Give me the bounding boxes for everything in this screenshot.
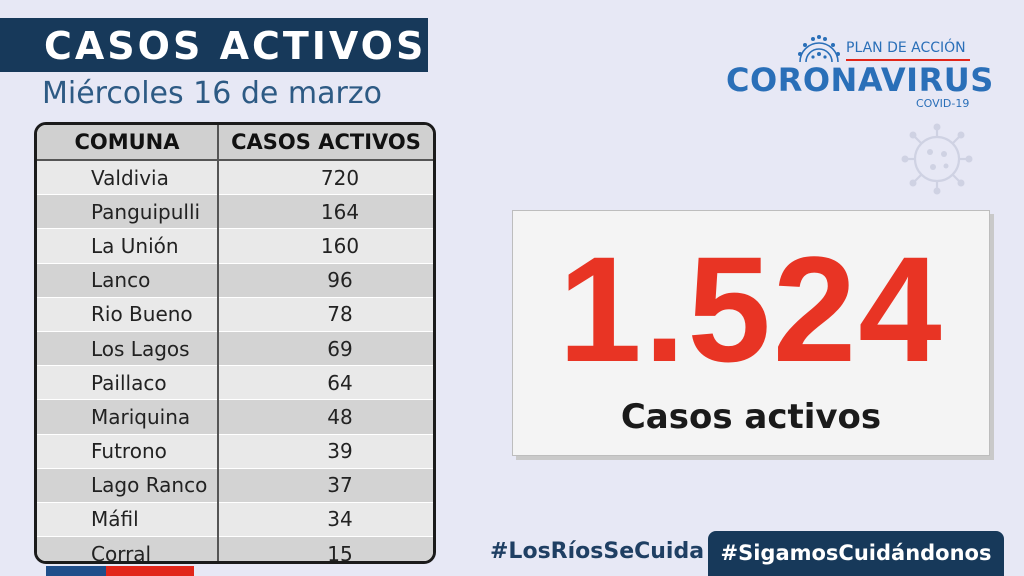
comuna-cell: Valdivia: [37, 159, 219, 195]
casos-cell: 34: [218, 501, 433, 537]
comuna-cell: Corral: [37, 536, 219, 561]
table-row: Lanco 96: [37, 262, 433, 298]
total-cases-card: 1.524 Casos activos: [512, 210, 990, 456]
column-header-casos: CASOS ACTIVOS: [218, 125, 433, 161]
casos-cell: 78: [218, 296, 433, 332]
casos-cell: 720: [218, 159, 433, 195]
title-banner: [0, 18, 428, 72]
flag-stripe: [46, 566, 194, 576]
logo-main-text: CORONAVIRUS: [726, 61, 994, 99]
virus-icon: [901, 123, 973, 195]
cases-table: COMUNA CASOS ACTIVOS Valdivia 720 Panguipu…: [34, 122, 436, 564]
comuna-cell: La Unión: [37, 228, 219, 264]
table-row: Lago Ranco 37: [37, 467, 433, 503]
hashtag-sigamos: #SigamosCuidándonos: [720, 541, 992, 565]
comuna-cell: Lago Ranco: [37, 467, 219, 503]
comuna-cell: Máfil: [37, 501, 219, 537]
plan-accion-logo: PLAN DE ACCIÓN CORONAVIRUS COVID-19: [720, 32, 993, 112]
casos-cell: 96: [218, 262, 433, 298]
table-header-row: COMUNA CASOS ACTIVOS: [37, 125, 433, 161]
table-row: La Unión 160: [37, 228, 433, 264]
table-row: Paillaco 64: [37, 365, 433, 400]
hashtag-banner: #SigamosCuidándonos: [708, 531, 1004, 576]
comuna-cell: Lanco: [37, 262, 219, 298]
comuna-cell: Panguipulli: [37, 194, 219, 229]
logo-sub-text: COVID-19: [916, 97, 970, 110]
table-row: Rio Bueno 78: [37, 296, 433, 332]
comuna-cell: Futrono: [37, 433, 219, 469]
logo-red-line: [846, 59, 970, 61]
casos-cell: 48: [218, 399, 433, 434]
table-row: Corral 15: [37, 536, 433, 561]
table-row: Panguipulli 164: [37, 194, 433, 229]
comuna-cell: Rio Bueno: [37, 296, 219, 332]
total-cases-label: Casos activos: [620, 397, 882, 437]
comuna-cell: Paillaco: [37, 365, 219, 400]
casos-cell: 160: [218, 228, 433, 264]
comuna-cell: Los Lagos: [37, 330, 219, 366]
total-cases-number: 1.524: [558, 225, 944, 393]
casos-cell: 69: [218, 330, 433, 366]
casos-cell: 64: [218, 365, 433, 400]
table-row: Futrono 39: [37, 433, 433, 469]
casos-cell: 164: [218, 194, 433, 229]
table-row: Mariquina 48: [37, 399, 433, 434]
casos-cell: 37: [218, 467, 433, 503]
table-row: Los Lagos 69: [37, 330, 433, 366]
table-row: Valdivia 720: [37, 159, 433, 195]
logo-top-text: PLAN DE ACCIÓN: [846, 40, 966, 56]
virus-icon: [798, 35, 840, 63]
date-subtitle: Miércoles 16 de marzo: [42, 76, 382, 111]
table-row: Máfil 34: [37, 501, 433, 537]
casos-cell: 15: [218, 536, 433, 561]
comuna-cell: Mariquina: [37, 399, 219, 434]
casos-cell: 39: [218, 433, 433, 469]
hashtag-los-rios: #LosRíosSeCuida: [490, 539, 705, 564]
column-header-comuna: COMUNA: [37, 125, 219, 161]
page-title: CASOS ACTIVOS: [44, 24, 427, 68]
